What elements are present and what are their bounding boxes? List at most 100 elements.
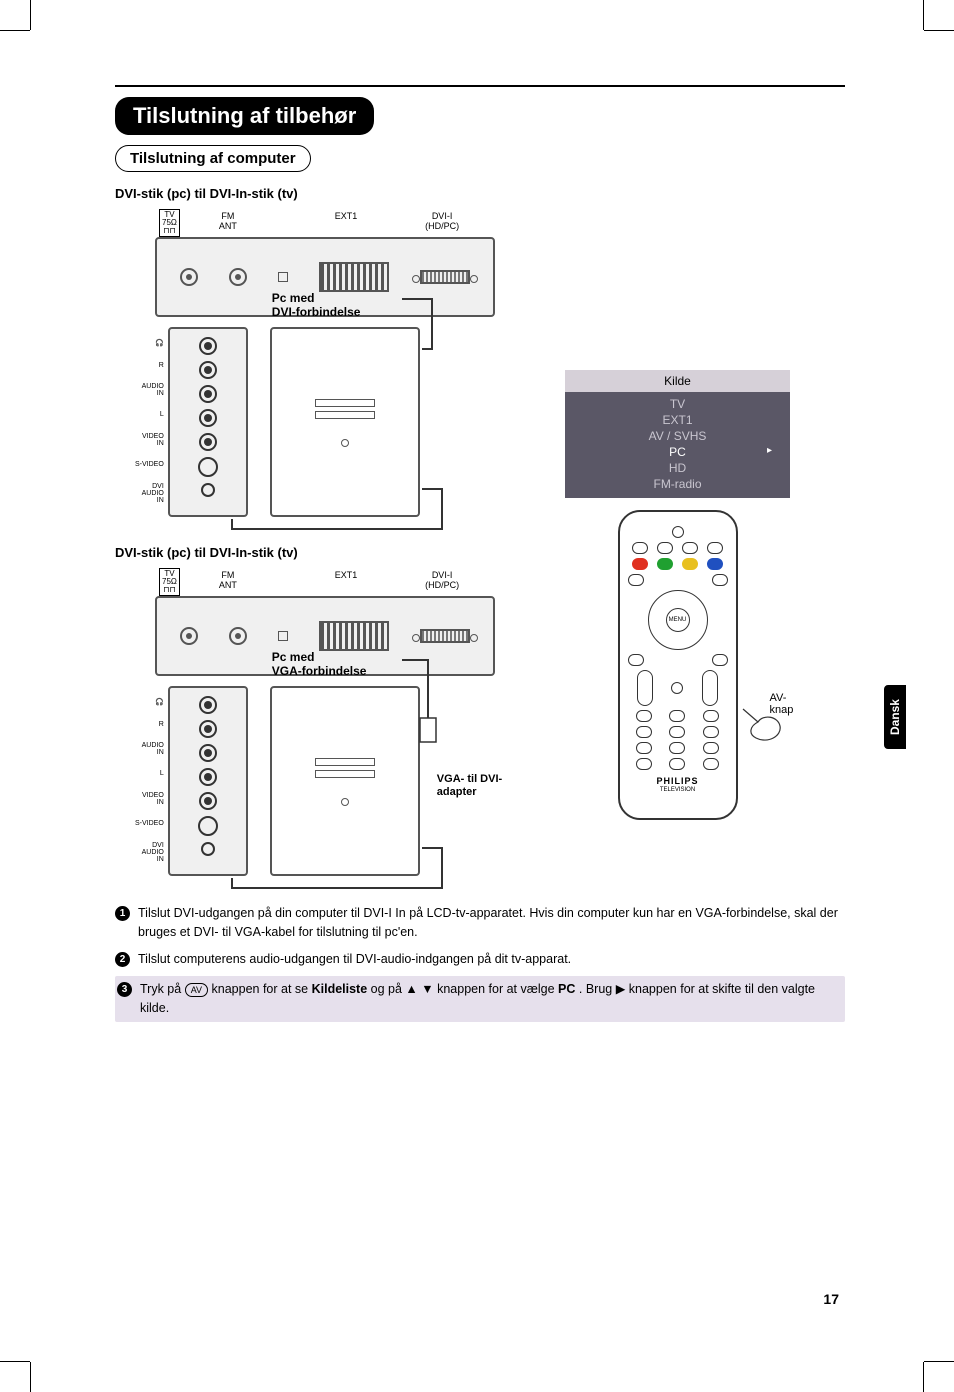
step-1-text: Tilslut DVI-udgangen på din computer til… — [138, 904, 845, 942]
headphone-jack-2 — [199, 696, 217, 714]
num-4 — [636, 726, 652, 738]
step-3-bold2: PC — [558, 982, 575, 996]
pointing-hand-icon — [738, 704, 798, 754]
remote-btn — [628, 654, 644, 666]
num-0 — [669, 758, 685, 770]
source-menu-and-remote: Kilde TV EXT1 AV / SVHS PC HD FM-radio — [565, 370, 790, 820]
dvi-audio-jack — [201, 483, 215, 497]
num-1 — [636, 710, 652, 722]
remote-btn — [712, 574, 728, 586]
ext1-scart-port — [319, 262, 389, 292]
remote-brand: PHILIPS — [628, 776, 728, 786]
yellow-button — [682, 558, 698, 570]
audio-l-label-2: L — [135, 770, 164, 777]
num-3 — [703, 710, 719, 722]
audio-in-label-2: AUDIO IN — [135, 742, 164, 756]
step-badge-1: 1 — [115, 906, 130, 921]
red-button — [632, 558, 648, 570]
step-3b: knappen for at se — [212, 982, 312, 996]
fm-ant-port — [229, 268, 247, 286]
fm-ant-port-2 — [229, 627, 247, 645]
step-badge-3: 3 — [117, 982, 132, 997]
audio-r-label-2: R — [135, 721, 164, 728]
instruction-steps: 1 Tilslut DVI-udgangen på din computer t… — [115, 904, 845, 1022]
ext1-scart-port-2 — [319, 621, 389, 651]
source-item-ext1: EXT1 — [565, 412, 790, 428]
svideo-jack-2 — [198, 816, 218, 836]
remote-control: PHILIPS TELEVISION AV-knap — [618, 510, 738, 820]
num-6 — [703, 726, 719, 738]
remote-btn — [632, 542, 648, 554]
num-2 — [669, 710, 685, 722]
num-7 — [636, 742, 652, 754]
step-3-text: Tryk på AV knappen for at se Kildeliste … — [140, 980, 843, 1018]
remote-btn — [703, 758, 719, 770]
dvi-audio-label-2: DVI AUDIO IN — [135, 842, 164, 863]
pc-vga-box: Pc med VGA-forbindelse VGA- til DVI- ada… — [270, 686, 420, 876]
step-3: 3 Tryk på AV knappen for at se Kildelist… — [115, 976, 845, 1022]
page-number: 17 — [823, 1291, 839, 1307]
source-item-avsvhs: AV / SVHS — [565, 428, 790, 444]
power-icon — [672, 526, 684, 538]
step-3c: og på ▲ ▼ knappen for at vælge — [371, 982, 558, 996]
mini-port — [278, 272, 288, 282]
num-9 — [703, 742, 719, 754]
source-menu-body: TV EXT1 AV / SVHS PC HD FM-radio — [565, 392, 790, 498]
remote-btn — [657, 542, 673, 554]
language-tab: Dansk — [884, 685, 906, 749]
tv-side-panel — [168, 327, 248, 517]
dpad — [648, 590, 708, 650]
pc-dvi-label: Pc med DVI-forbindelse — [272, 291, 361, 320]
top-rule — [115, 85, 845, 87]
dvi-audio-jack-2 — [201, 842, 215, 856]
audio-r-jack — [199, 361, 217, 379]
fm-ant-label-2: FM ANT — [219, 570, 237, 590]
step-1: 1 Tilslut DVI-udgangen på din computer t… — [115, 904, 845, 942]
tv-side-panel-2 — [168, 686, 248, 876]
headphone-jack — [199, 337, 217, 355]
source-menu: Kilde TV EXT1 AV / SVHS PC HD FM-radio — [565, 370, 790, 498]
source-menu-title: Kilde — [565, 370, 790, 392]
svideo-label-2: S-VIDEO — [135, 820, 164, 827]
dvi-i-port-2 — [420, 629, 470, 643]
ch-rocker — [702, 670, 718, 706]
dvi-i-port — [420, 270, 470, 284]
tv-ant-port — [180, 268, 198, 286]
num-8 — [669, 742, 685, 754]
dvi-audio-label: DVI AUDIO IN — [135, 483, 164, 504]
fm-ant-label: FM ANT — [219, 211, 237, 231]
remote-subtitle: TELEVISION — [628, 787, 728, 793]
remote-btn — [671, 682, 683, 694]
remote-btn — [712, 654, 728, 666]
pc-dvi-box: Pc med DVI-forbindelse — [270, 327, 420, 517]
audio-in-jack-2 — [199, 744, 217, 762]
pc-vga-label: Pc med VGA-forbindelse — [272, 650, 367, 679]
svideo-label: S-VIDEO — [135, 461, 164, 468]
video-in-jack — [199, 433, 217, 451]
source-item-tv: TV — [565, 396, 790, 412]
remote-btn — [636, 758, 652, 770]
audio-r-jack-2 — [199, 720, 217, 738]
source-item-hd: HD — [565, 460, 790, 476]
num-5 — [669, 726, 685, 738]
source-item-pc: PC — [565, 444, 790, 460]
ext1-label: EXT1 — [335, 211, 358, 231]
svideo-jack — [198, 457, 218, 477]
tv-ant-port-2 — [180, 627, 198, 645]
av-button-icon: AV — [185, 983, 208, 997]
audio-l-label: L — [135, 411, 164, 418]
diagram1-heading: DVI-stik (pc) til DVI-In-stik (tv) — [115, 186, 845, 201]
audio-l-jack-2 — [199, 768, 217, 786]
audio-r-label: R — [159, 362, 164, 369]
remote-btn — [628, 574, 644, 586]
remote-btn — [682, 542, 698, 554]
blue-button — [707, 558, 723, 570]
headphone-icon: 🎧 — [135, 340, 164, 347]
audio-in-jack — [199, 385, 217, 403]
video-in-label: VIDEO IN — [135, 433, 164, 447]
remote-av-btn — [707, 542, 723, 554]
section-subtitle-pill: Tilslutning af computer — [115, 145, 311, 172]
headphone-icon-2: 🎧 — [135, 699, 164, 706]
green-button — [657, 558, 673, 570]
page-title-pill: Tilslutning af tilbehør — [115, 97, 374, 135]
